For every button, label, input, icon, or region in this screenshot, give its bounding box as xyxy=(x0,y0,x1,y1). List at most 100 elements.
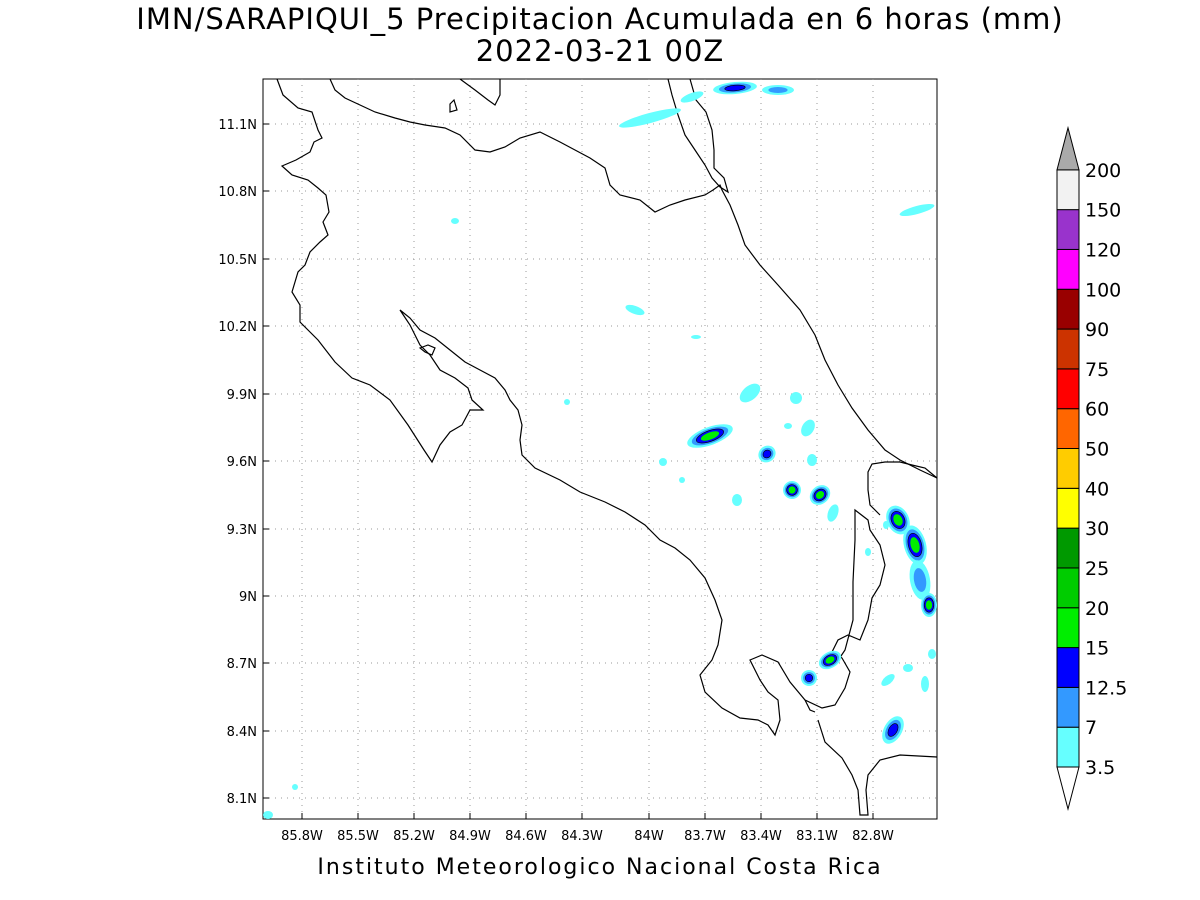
colorbar-swatch xyxy=(1056,408,1080,449)
colorbar-level-label: 20 xyxy=(1085,598,1109,620)
lon-tick-label: 85.5W xyxy=(337,829,379,844)
colorbar-level-label: 12.5 xyxy=(1085,677,1127,699)
lon-tick-label: 84.3W xyxy=(561,829,603,844)
precip-cell xyxy=(801,670,817,686)
lat-tick-label: 9N xyxy=(239,590,257,605)
lon-tick-label: 84W xyxy=(634,829,664,844)
precip-cell xyxy=(882,716,904,744)
colorbar-level-label: 100 xyxy=(1085,279,1121,301)
colorbar-level-label: 200 xyxy=(1085,160,1121,182)
colorbar-swatch xyxy=(1056,448,1080,489)
colorbar-level-label: 7 xyxy=(1085,717,1097,739)
colorbar-swatch xyxy=(1056,248,1080,290)
colorbar-level-label: 3.5 xyxy=(1085,757,1115,779)
lon-tick-label: 85.2W xyxy=(393,829,435,844)
colorbar-swatch xyxy=(1056,288,1080,330)
precip-cell xyxy=(909,560,931,600)
colorbar-top-arrow xyxy=(1056,125,1080,171)
precip-cell xyxy=(827,504,839,522)
precip-cell xyxy=(921,593,937,617)
precip-cell xyxy=(903,664,913,672)
precip-cell xyxy=(886,505,910,535)
lat-tick-label: 8.7N xyxy=(227,657,257,672)
colorbar-swatch xyxy=(1056,726,1080,768)
lat-tick-label: 8.1N xyxy=(227,792,257,807)
precip-cell xyxy=(732,494,742,506)
colorbar-level-label: 30 xyxy=(1085,518,1109,540)
precip-cell xyxy=(263,811,273,819)
latitude-axis: 11.1N 10.8N 10.5N 10.2N 9.9N 9.6N 9.3N 9N 8.7N 8.… xyxy=(218,118,269,807)
lon-tick-label: 84.9W xyxy=(449,829,491,844)
colorbar-level-label: 75 xyxy=(1085,359,1109,381)
colorbar-swatch xyxy=(1056,487,1080,529)
precip-cell xyxy=(784,423,792,429)
colorbar-swatch xyxy=(1056,527,1080,569)
precip-cell xyxy=(783,481,801,499)
colorbar-swatch xyxy=(1056,647,1080,688)
precip-cell xyxy=(883,521,889,529)
colorbar-swatch xyxy=(1056,328,1080,370)
colorbar-level-label: 25 xyxy=(1085,558,1109,580)
lat-tick-label: 9.3N xyxy=(227,523,257,538)
precip-cell xyxy=(899,203,935,217)
precip-cell xyxy=(818,650,842,670)
precip-cell xyxy=(564,399,570,405)
precip-cell xyxy=(679,477,685,483)
colorbar-level-label: 50 xyxy=(1085,439,1109,461)
lat-tick-label: 10.8N xyxy=(218,185,257,200)
precip-cell xyxy=(625,304,645,316)
precip-cell xyxy=(807,454,817,466)
precip-cell xyxy=(762,85,794,95)
map-title-line1: IMN/SARAPIQUI_5 Precipitacion Acumulada … xyxy=(136,2,1064,36)
color-legend: 3.5 7 12.5 15 20 25 30 40 50 60 75 90 100 120 150 200 xyxy=(1056,125,1127,811)
lon-tick-label: 83.1W xyxy=(796,829,838,844)
lon-tick-label: 83.4W xyxy=(740,829,782,844)
precipitation-areas xyxy=(263,81,937,819)
precip-cell xyxy=(921,676,929,692)
map-frame xyxy=(262,78,938,820)
precip-cell xyxy=(903,525,927,565)
precip-cell xyxy=(809,485,831,505)
precip-cell xyxy=(790,392,802,404)
precip-cell xyxy=(687,424,733,448)
precip-cell xyxy=(881,674,895,686)
precip-cell xyxy=(739,383,761,403)
lat-tick-label: 10.5N xyxy=(218,253,257,268)
colorbar-swatch xyxy=(1056,368,1080,410)
colorbar-level-label: 40 xyxy=(1085,478,1109,500)
lon-tick-label: 83.7W xyxy=(684,829,726,844)
precip-cell xyxy=(758,445,776,463)
map-footer: Instituto Meteorologico Nacional Costa R… xyxy=(317,855,883,880)
precip-cell xyxy=(713,81,757,95)
longitude-axis: 85.8W 85.5W 85.2W 84.9W 84.6W 84.3W 84W 83.7W 83… xyxy=(281,813,894,844)
lon-tick-label: 84.6W xyxy=(505,829,547,844)
colorbar-level-label: 150 xyxy=(1085,200,1121,222)
colorbar-level-label: 15 xyxy=(1085,638,1109,660)
colorbar-swatch xyxy=(1056,209,1080,250)
lat-tick-label: 9.6N xyxy=(227,455,257,470)
lon-tick-label: 85.8W xyxy=(281,829,323,844)
precip-cell xyxy=(928,649,936,659)
map-grid xyxy=(263,79,937,819)
precip-cell xyxy=(619,108,681,128)
colorbar-swatch xyxy=(1056,169,1080,211)
precip-cell xyxy=(451,218,459,224)
lat-tick-label: 10.2N xyxy=(218,320,257,335)
colorbar-swatch xyxy=(1056,686,1080,728)
colorbar-level-label: 120 xyxy=(1085,239,1121,261)
lon-tick-label: 82.8W xyxy=(852,829,894,844)
lat-tick-label: 11.1N xyxy=(218,118,257,133)
precip-cell xyxy=(659,458,667,466)
precip-cell xyxy=(691,335,701,339)
coastline xyxy=(276,78,938,816)
precip-cell xyxy=(680,91,704,103)
colorbar-level-label: 90 xyxy=(1085,319,1109,341)
lat-tick-label: 8.4N xyxy=(227,725,257,740)
colorbar-swatch xyxy=(1056,567,1080,609)
precip-cell xyxy=(801,419,815,437)
colorbar-bottom-arrow xyxy=(1056,766,1080,811)
colorbar-level-label: 60 xyxy=(1085,399,1109,421)
precip-cell xyxy=(292,784,298,790)
colorbar-swatch xyxy=(1056,607,1080,649)
